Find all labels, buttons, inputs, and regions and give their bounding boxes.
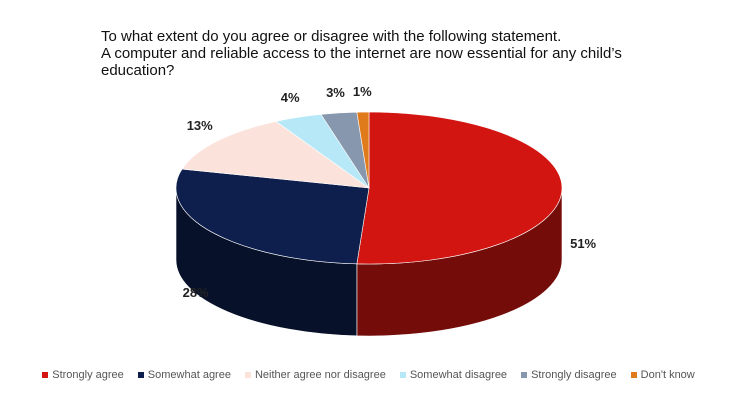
legend-swatch [42, 372, 49, 378]
title-block: To what extent do you agree or disagree … [101, 28, 661, 79]
legend-label: Strongly disagree [531, 369, 617, 381]
slice [356, 111, 370, 189]
legend: Strongly agree Somewhat agree Neither agre… [0, 369, 737, 381]
legend-item: Somewhat disagree [399, 369, 508, 381]
legend-label: Somewhat disagree [409, 369, 508, 381]
slice [175, 168, 370, 265]
data-label: 3% [326, 85, 345, 100]
legend-item: Neither agree nor disagree [244, 369, 386, 381]
legend-swatch [399, 372, 406, 378]
legend-label: Neither agree nor disagree [254, 369, 386, 381]
data-label: 13% [187, 118, 213, 133]
legend-item: Don't know [630, 369, 695, 381]
legend-label: Don't know [640, 369, 695, 381]
chart-title: To what extent do you agree or disagree … [101, 28, 562, 45]
legend-item: Strongly agree [42, 369, 124, 381]
slice [356, 111, 563, 265]
legend-swatch [244, 372, 251, 378]
legend-label: Somewhat agree [147, 369, 231, 381]
data-label: 1% [353, 84, 372, 99]
slice [181, 121, 371, 189]
chart-subtitle: A computer and reliable access to the in… [101, 45, 622, 79]
legend-label: Strongly agree [52, 369, 124, 381]
legend-item: Somewhat agree [137, 369, 231, 381]
data-label: 28% [183, 285, 209, 300]
legend-swatch [630, 372, 637, 378]
legend-swatch [137, 372, 144, 378]
legend-item: Strongly disagree [521, 369, 617, 381]
legend-swatch [521, 372, 528, 378]
data-label: 4% [281, 90, 300, 105]
data-label: 51% [570, 236, 596, 251]
